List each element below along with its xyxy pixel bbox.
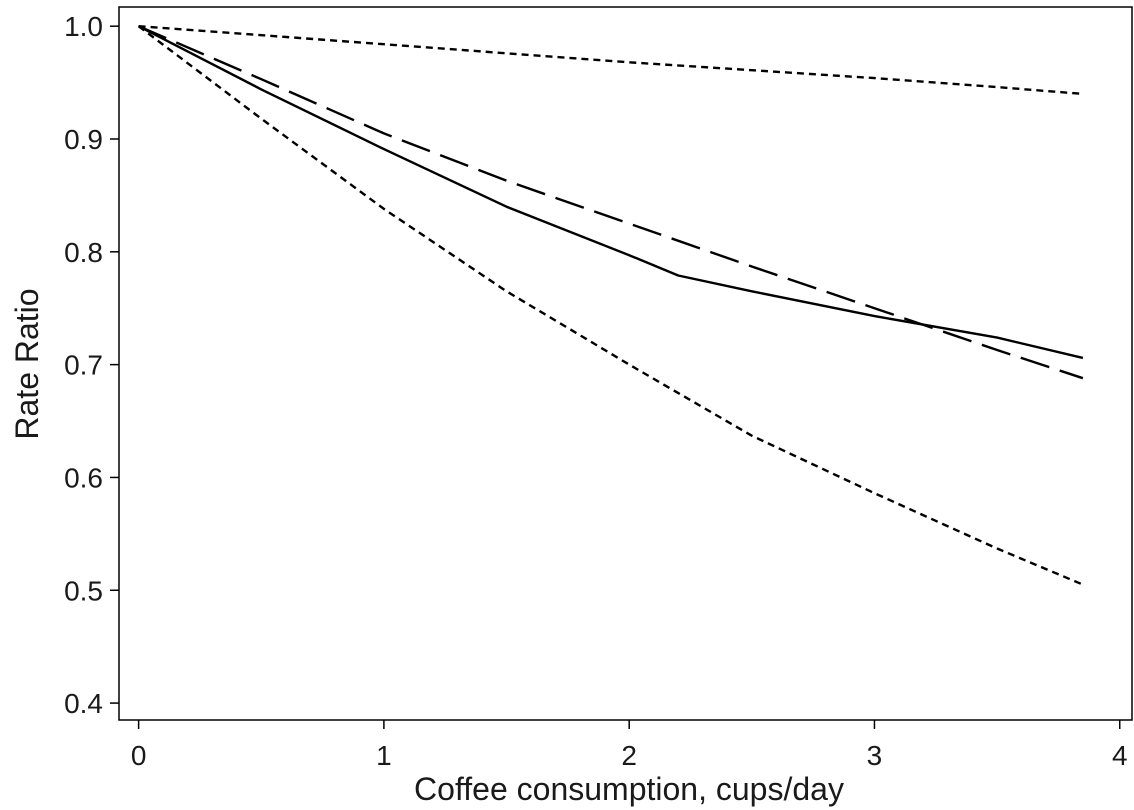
x-tick-label: 3: [867, 740, 883, 771]
y-tick-label: 0.5: [64, 575, 103, 606]
x-tick-label: 2: [621, 740, 637, 771]
y-tick-label: 0.9: [64, 124, 103, 155]
y-tick-label: 0.6: [64, 462, 103, 493]
series-line-4: [137, 25, 1084, 586]
series-line-1: [138, 25, 1084, 360]
x-tick-label: 4: [1112, 740, 1128, 771]
y-tick-label: 1.0: [64, 11, 103, 42]
x-tick-label: 0: [131, 740, 147, 771]
series-line-2: [138, 25, 1084, 380]
plot-frame: [118, 6, 1133, 721]
x-axis: 0 1 2 3 4: [131, 720, 1128, 771]
y-tick-label: 0.8: [64, 237, 103, 268]
x-tick-label: 1: [376, 740, 392, 771]
series-line-3: [138, 25, 1083, 96]
y-tick-label: 0.7: [64, 350, 103, 381]
y-axis: 0.4 0.5 0.6 0.7 0.8 0.9 1.0: [64, 11, 119, 719]
y-tick-label: 0.4: [64, 688, 103, 719]
series-layer: [137, 25, 1084, 586]
x-axis-title: Coffee consumption, cups/day: [414, 771, 844, 807]
y-axis-title: Rate Ratio: [9, 288, 45, 439]
